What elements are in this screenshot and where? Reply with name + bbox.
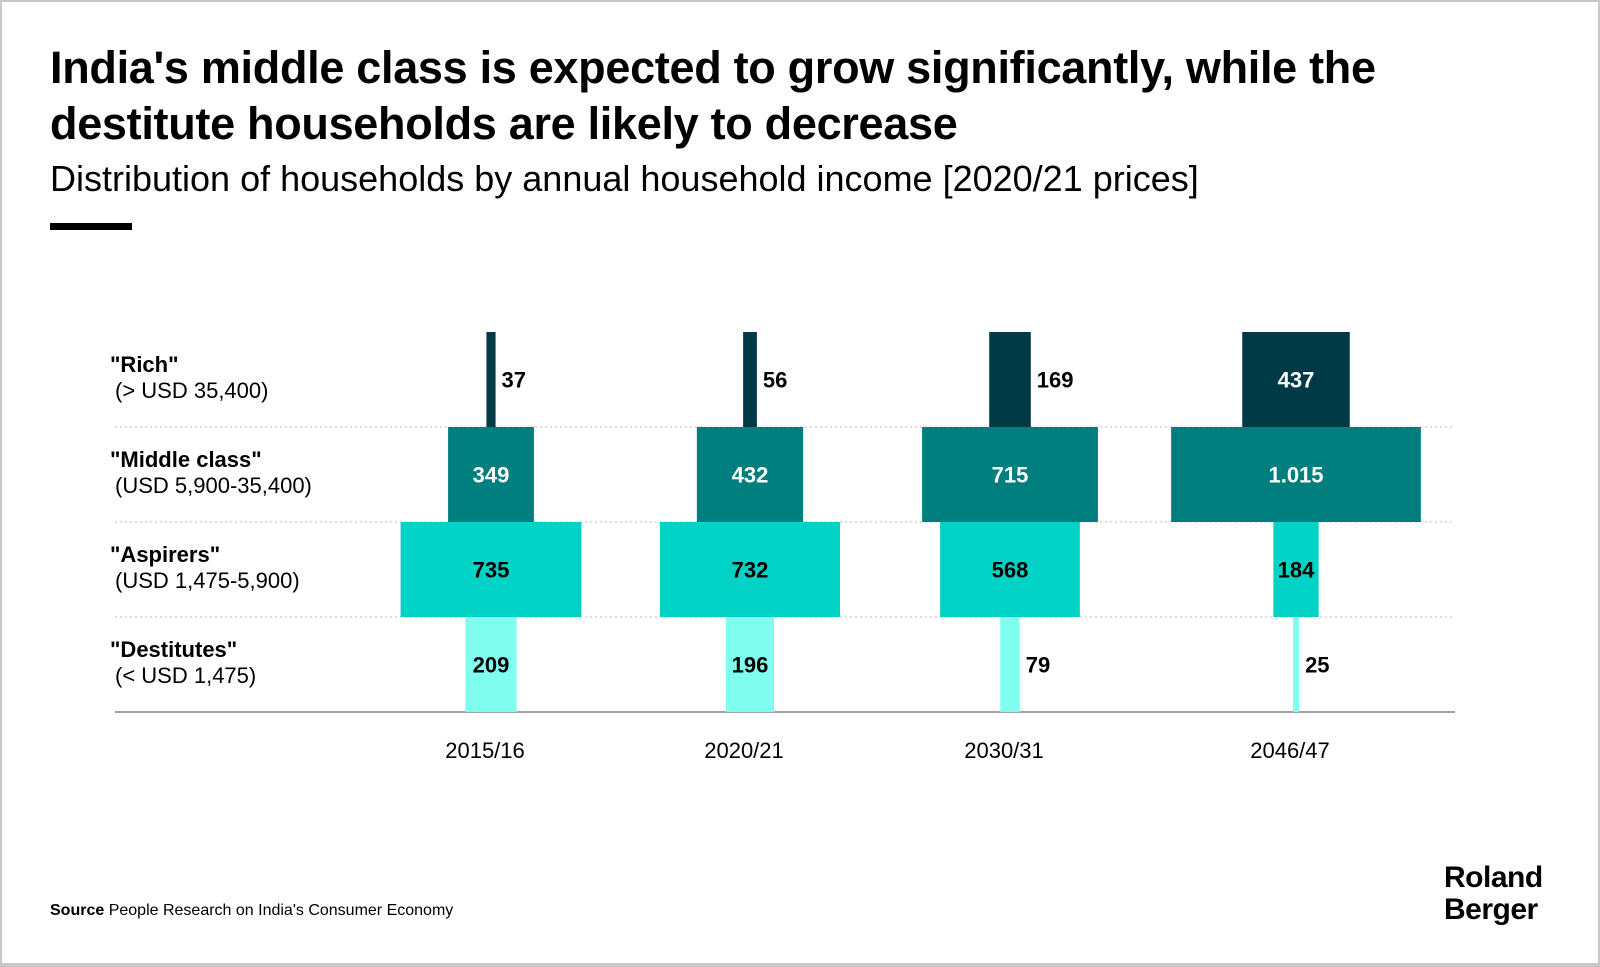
row-label: "Destitutes" (< USD 1,475) bbox=[110, 637, 256, 689]
row-label-name: "Aspirers" bbox=[110, 542, 221, 567]
bar bbox=[725, 617, 775, 712]
bar bbox=[743, 332, 757, 427]
bar bbox=[448, 427, 534, 522]
data-label: 437 bbox=[1278, 368, 1315, 393]
roland-berger-logo: Roland Berger bbox=[1444, 861, 1543, 926]
source-note: Source People Research on India's Consum… bbox=[50, 902, 453, 920]
bar bbox=[940, 522, 1080, 617]
source-text: People Research on India's Consumer Econ… bbox=[108, 902, 454, 919]
data-label: 25 bbox=[1305, 653, 1329, 678]
row-label-range: (> USD 35,400) bbox=[115, 378, 269, 403]
x-tick-label: 2046/47 bbox=[1250, 738, 1330, 763]
data-label: 79 bbox=[1026, 653, 1050, 678]
chart-title: India's middle class is expected to grow… bbox=[50, 42, 1376, 149]
row-label: "Aspirers" (USD 1,475-5,900) bbox=[110, 542, 300, 594]
data-label: 37 bbox=[502, 368, 526, 393]
data-label: 169 bbox=[1037, 368, 1074, 393]
bar bbox=[989, 332, 1031, 427]
bar bbox=[486, 332, 496, 427]
bar bbox=[1000, 617, 1020, 712]
bar bbox=[465, 617, 517, 712]
chart-subtitle: Distribution of households by annual hou… bbox=[50, 158, 1199, 199]
row-label: "Rich" (> USD 35,400) bbox=[110, 352, 268, 404]
data-label: 715 bbox=[992, 463, 1029, 488]
row-label-range: (USD 1,475-5,900) bbox=[115, 568, 300, 593]
bar bbox=[1242, 332, 1350, 427]
row-label-name: "Rich" bbox=[110, 352, 179, 377]
data-label: 184 bbox=[1278, 558, 1315, 583]
data-label: 1.015 bbox=[1268, 463, 1323, 488]
data-label: 56 bbox=[763, 368, 787, 393]
bar bbox=[1171, 427, 1421, 522]
data-label: 209 bbox=[473, 653, 510, 678]
title-rule bbox=[50, 223, 132, 230]
bar bbox=[659, 522, 841, 617]
bar bbox=[1273, 522, 1319, 617]
x-tick-label: 2030/31 bbox=[964, 738, 1044, 763]
row-label: "Middle class" (USD 5,900-35,400) bbox=[110, 447, 312, 499]
data-label: 432 bbox=[732, 463, 769, 488]
row-label-name: "Middle class" bbox=[110, 447, 262, 472]
row-label-range: (< USD 1,475) bbox=[115, 663, 257, 688]
bar bbox=[400, 522, 582, 617]
data-label: 735 bbox=[473, 558, 510, 583]
data-label: 732 bbox=[732, 558, 769, 583]
data-label: 196 bbox=[732, 653, 769, 678]
x-tick-label: 2015/16 bbox=[445, 738, 525, 763]
data-label: 349 bbox=[473, 463, 510, 488]
source-label: Source bbox=[50, 902, 105, 919]
data-label: 568 bbox=[992, 558, 1029, 583]
row-label-range: (USD 5,900-35,400) bbox=[115, 473, 312, 498]
row-label-name: "Destitutes" bbox=[110, 637, 238, 662]
bar bbox=[1292, 617, 1300, 712]
x-tick-label: 2020/21 bbox=[704, 738, 784, 763]
bar bbox=[696, 427, 804, 522]
bar bbox=[922, 427, 1098, 522]
